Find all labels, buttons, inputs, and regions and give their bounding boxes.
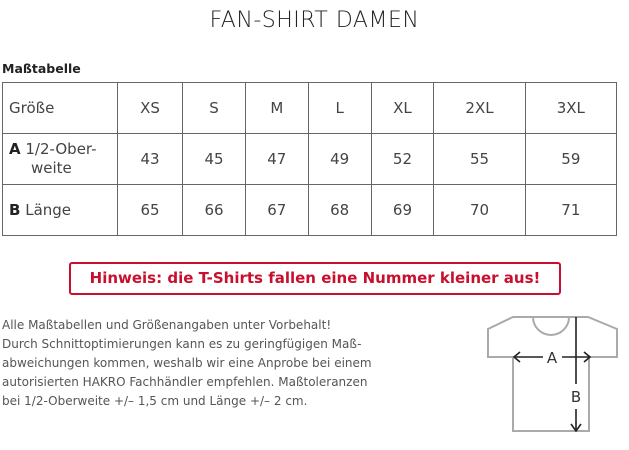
size-label: Größe: [2, 82, 118, 134]
value-cell: 68: [307, 184, 372, 236]
value-cell: 65: [116, 184, 184, 236]
size-cell: M: [244, 82, 309, 134]
value-cell: 49: [307, 133, 372, 185]
size-cell: XS: [116, 82, 184, 134]
disclaimer-line: Alle Maßtabellen und Größenangaben unter…: [2, 318, 332, 332]
row-label: Länge: [25, 200, 72, 219]
size-cell: 2XL: [433, 82, 526, 134]
row-letter: B: [9, 200, 21, 219]
value-cell: 67: [244, 184, 309, 236]
size-cell: XL: [370, 82, 435, 134]
measure-a-label: A: [547, 349, 558, 367]
row-label: 1/2-Ober-: [25, 140, 97, 158]
length-label: B Länge: [2, 184, 118, 236]
table-row-chest: A 1/2-Ober-weite 43 45 47 49 52 55 59: [2, 133, 618, 185]
measure-b-label: B: [571, 388, 581, 406]
value-cell: 52: [370, 133, 435, 185]
value-cell: 45: [182, 133, 246, 185]
size-cell: S: [182, 82, 246, 134]
row-label-cont: weite: [31, 159, 72, 177]
disclaimer-line: bei 1/2-Oberweite +/– 1,5 cm und Länge +…: [2, 394, 308, 408]
table-row-header: Größe XS S M L XL 2XL 3XL: [2, 82, 618, 134]
value-cell: 43: [116, 133, 184, 185]
disclaimer-text: Alle Maßtabellen und Größenangaben unter…: [2, 316, 402, 411]
size-cell: 3XL: [524, 82, 618, 134]
table-row-length: B Länge 65 66 67 68 69 70 71: [2, 184, 618, 236]
tshirt-outline-icon: [487, 316, 618, 432]
sizing-notice: Hinweis: die T-Shirts fallen eine Nummer…: [69, 262, 561, 295]
row-letter: A: [9, 140, 21, 158]
value-cell: 69: [370, 184, 435, 236]
size-table: Größe XS S M L XL 2XL 3XL A 1/2-Ober-wei…: [2, 82, 618, 236]
disclaimer-line: Durch Schnittoptimierungen kann es zu ge…: [2, 337, 362, 351]
value-cell: 55: [433, 133, 526, 185]
chest-label: A 1/2-Ober-weite: [2, 133, 118, 185]
size-cell: L: [307, 82, 372, 134]
disclaimer-line: autorisierten HAKRO Fachhändler empfehle…: [2, 375, 368, 389]
value-cell: 66: [182, 184, 246, 236]
tshirt-measure-diagram: A B: [487, 316, 618, 433]
value-cell: 47: [244, 133, 309, 185]
value-cell: 70: [433, 184, 526, 236]
disclaimer-line: abweichungen kommen, weshalb wir eine An…: [2, 356, 372, 370]
value-cell: 59: [524, 133, 618, 185]
size-chart-heading: Maßtabelle: [2, 61, 81, 76]
value-cell: 71: [524, 184, 618, 236]
page-title: FAN-SHIRT DAMEN: [209, 8, 420, 33]
